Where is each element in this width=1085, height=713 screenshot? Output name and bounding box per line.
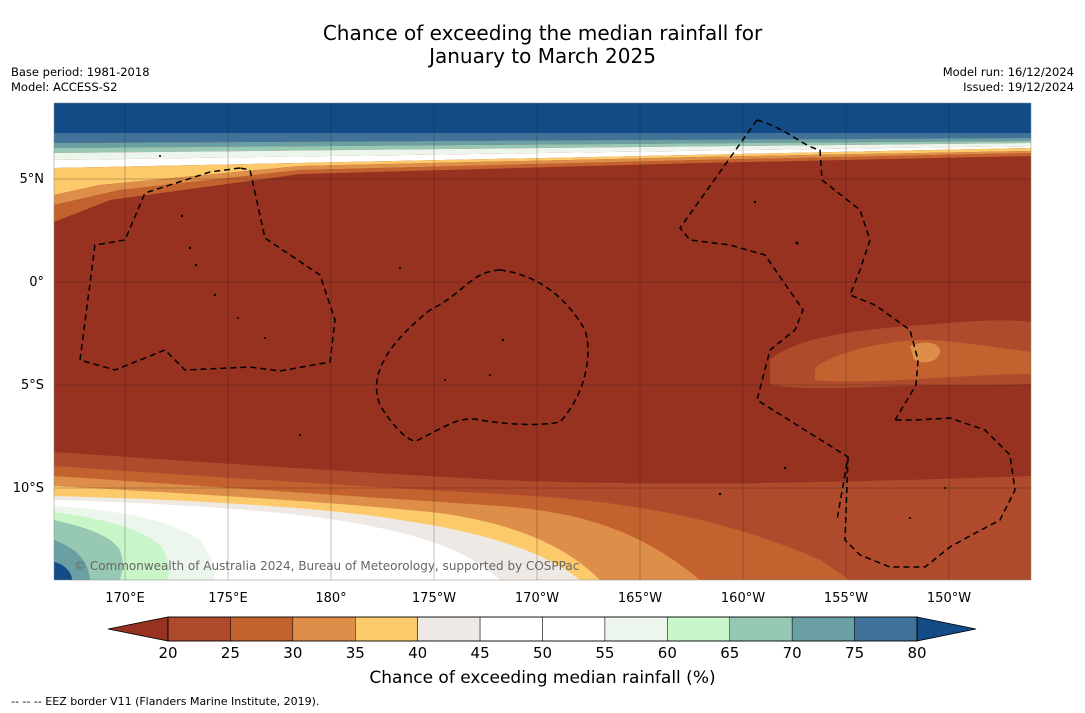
colorbar-frame (167, 616, 918, 642)
colorbar-tick-label: 60 (658, 644, 677, 662)
field-north-sea-green (54, 141, 1031, 153)
colorbar-cell (667, 616, 730, 642)
colorbar-tick-label: 40 (408, 644, 427, 662)
field-north-deep-blue (54, 103, 1031, 133)
copyright-notice: © Commonwealth of Australia 2024, Bureau… (74, 559, 579, 573)
colorbar-cell (791, 616, 855, 642)
colorbar-cell (355, 616, 418, 642)
field-south-deep-blue (54, 562, 72, 580)
base-period-text: Base period: 1981-2018 (11, 65, 150, 79)
colorbar-low-extension (107, 616, 169, 642)
colorbar-tick-label: 75 (845, 644, 864, 662)
lat-label: 5°S (21, 378, 44, 393)
meta-right: Model run: 16/12/2024 Issued: 19/12/2024 (943, 65, 1074, 95)
eez-border-west (79, 167, 336, 372)
colorbar-tick-label: 65 (720, 644, 739, 662)
lat-label: 0° (29, 275, 44, 290)
field-north-white (54, 146, 1031, 168)
eez-borders (79, 119, 1016, 568)
colorbar-cell (230, 616, 294, 642)
map-field: © Commonwealth of Australia 2024, Bureau… (54, 103, 1031, 580)
colorbar-tick-label: 30 (283, 644, 302, 662)
colorbar-tick-label: 70 (783, 644, 802, 662)
field-north-teal (54, 138, 1031, 148)
colorbar-tick-label: 45 (471, 644, 490, 662)
colorbar-tick-label: 55 (595, 644, 614, 662)
map-gridlines (54, 103, 1031, 580)
colorbar-cell (542, 616, 606, 642)
colorbar-cell (854, 616, 918, 642)
colorbar-tick-label: 20 (158, 644, 177, 662)
model-run-text: Model run: 16/12/2024 (942, 65, 1074, 79)
colorbar-label: Chance of exceeding median rainfall (%) (369, 668, 716, 688)
colorbar-cell (604, 616, 668, 642)
colorbar-high-extension (916, 616, 977, 642)
colorbar-cell (479, 616, 543, 642)
colorbar-tick-label: 35 (346, 644, 365, 662)
colorbar-cells (167, 616, 918, 642)
eez-border-southeast (844, 417, 1016, 568)
lon-label: 170°W (515, 591, 559, 606)
colorbar-cell (417, 616, 481, 642)
lat-labels: 5°N 0° 5°S 10°S (13, 172, 44, 496)
lon-label: 175°E (208, 591, 248, 606)
colorbar-tick-label: 50 (533, 644, 552, 662)
lon-label: 175°W (412, 591, 456, 606)
model-text: Model: ACCESS-S2 (11, 80, 118, 94)
title-line-1: Chance of exceeding the median rainfall … (322, 21, 763, 45)
eez-border-northeast (679, 119, 849, 521)
lon-label: 155°W (824, 591, 868, 606)
map-title: Chance of exceeding the median rainfall … (0, 22, 1085, 68)
colorbar-cell (292, 616, 356, 642)
eez-border-central (375, 269, 589, 442)
colorbar: 20 25 30 35 40 45 50 55 60 65 70 75 80 (107, 616, 977, 662)
islands (159, 155, 946, 519)
lon-label: 170°E (105, 591, 145, 606)
colorbar-tick-label: 80 (907, 644, 926, 662)
colorbar-tick-label: 25 (221, 644, 240, 662)
issued-text: Issued: 19/12/2024 (963, 80, 1074, 94)
lon-label: 160°W (721, 591, 765, 606)
colorbar-cell (167, 616, 231, 642)
lon-label: 150°W (927, 591, 971, 606)
field-east-orange (910, 342, 940, 363)
lon-labels: 170°E 175°E 180° 175°W 170°W 165°W 160°W… (105, 591, 971, 606)
colorbar-ticks: 20 25 30 35 40 45 50 55 60 65 70 75 80 (158, 644, 926, 662)
eez-legend-note: -- -- -- EEZ border V11 (Flanders Marine… (11, 695, 320, 708)
field-north-blue-teal (54, 133, 1031, 143)
field-north-light-orange (54, 148, 1031, 195)
lon-label: 180° (315, 591, 346, 606)
field-north-orange-brown (54, 153, 1031, 222)
title-line-2: January to March 2025 (429, 44, 656, 68)
colorbar-cell (729, 616, 793, 642)
lat-label: 10°S (13, 481, 44, 496)
map-frame (53, 102, 1032, 581)
meta-left: Base period: 1981-2018 Model: ACCESS-S2 (11, 65, 150, 95)
field-north-orange (54, 151, 1031, 205)
lat-label: 5°N (20, 172, 45, 187)
eez-border-east-upper (756, 119, 919, 421)
lon-label: 165°W (618, 591, 662, 606)
field-north-pale (54, 143, 1031, 160)
